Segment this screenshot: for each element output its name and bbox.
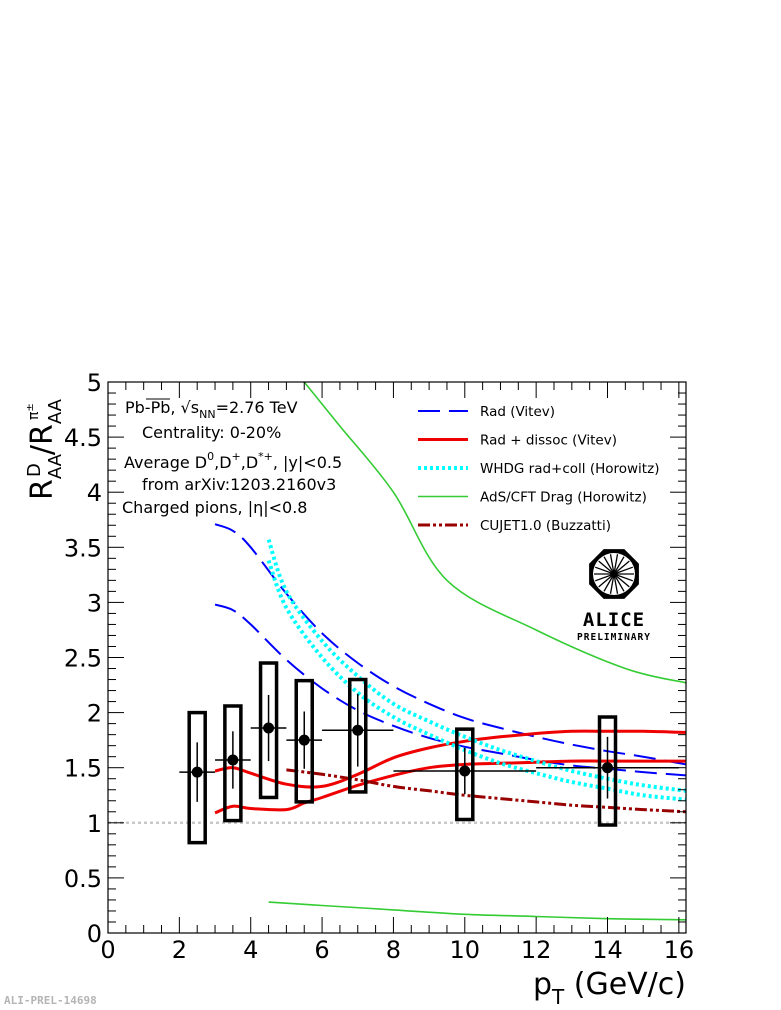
x-tick-label: 16 — [664, 936, 695, 964]
series-0-curve-0 — [214, 523, 686, 766]
axis-ticks: 0 2 4 6 8 10 12 14 16 0 0.5 1 1.5 2 2.5 3 3.5 4 4.5 5 — [64, 369, 694, 964]
legend-label-0: Rad (Vitev) — [480, 404, 555, 420]
info-average: Average D0,D+,D*+, |y|<0.5 — [124, 450, 342, 472]
y-tick-label: 3 — [87, 589, 102, 617]
x-tick-label: 14 — [592, 936, 623, 964]
data-point-4 — [322, 677, 394, 794]
legend-entry-4: CUJET1.0 (Buzzatti) — [418, 518, 611, 534]
series-1-curve-1 — [214, 759, 686, 815]
y-tick-label: 2 — [87, 700, 102, 728]
alice-detector-icon — [589, 549, 639, 599]
x-tick-label: 2 — [172, 936, 187, 964]
x-tick-label: 4 — [243, 936, 258, 964]
data-point-4-sys-box — [348, 677, 368, 794]
logo-spoke — [603, 573, 615, 592]
x-tick-label: 10 — [450, 936, 481, 964]
data-points — [179, 661, 679, 845]
logo-spoke — [613, 573, 625, 592]
logo-spoke — [598, 573, 615, 588]
y-tick-label: 4 — [87, 479, 102, 507]
y-tick-label: 0.5 — [64, 865, 102, 893]
y-tick-label: 2.5 — [64, 645, 102, 673]
series-3-curve-0 — [303, 382, 686, 684]
data-point-1-sys-box — [223, 704, 243, 823]
alice-logo: ALICE PRELIMINARY — [577, 549, 651, 643]
watermark-label: ALI-PREL-14698 — [4, 994, 97, 1007]
legend-entry-2: WHDG rad+coll (Horowitz) — [418, 461, 659, 477]
data-point-3-marker — [298, 734, 310, 746]
data-point-2 — [250, 661, 287, 800]
info-arxiv: from arXiv:1203.2160v3 — [142, 475, 336, 494]
logo-spoke — [613, 573, 619, 594]
x-tick-label: 12 — [521, 936, 552, 964]
y-tick-label: 1 — [87, 810, 102, 838]
legend-entry-1: Rad + dissoc (Vitev) — [418, 433, 617, 449]
alice-logo-subtitle: PRELIMINARY — [577, 632, 651, 643]
data-point-0-marker — [191, 766, 203, 778]
info-block: Pb-Pb, √sNN=2.76 TeV Centrality: 0-20% A… — [122, 398, 342, 517]
logo-spoke — [613, 573, 630, 588]
info-centrality: Centrality: 0-20% — [142, 423, 281, 442]
alice-logo-word: ALICE — [583, 609, 645, 631]
legend-label-2: WHDG rad+coll (Horowitz) — [480, 461, 659, 477]
data-point-4-marker — [352, 724, 364, 736]
data-point-5-sys-box — [455, 727, 475, 822]
logo-spoke — [603, 556, 615, 575]
data-point-5 — [393, 727, 537, 822]
x-tick-label: 6 — [314, 936, 329, 964]
data-point-1 — [215, 704, 251, 823]
legend-entry-0: Rad (Vitev) — [418, 404, 555, 420]
x-tick-label: 0 — [100, 936, 115, 964]
info-collision: Pb-Pb, √sNN=2.76 TeV — [125, 398, 298, 421]
data-point-0 — [179, 710, 216, 845]
logo-spoke — [613, 556, 625, 575]
data-point-5-marker — [459, 765, 471, 777]
logo-spoke — [613, 573, 634, 582]
svg-text:RAAD/RAAπ±: RAAD/RAAπ± — [24, 398, 66, 500]
data-point-2-marker — [263, 722, 275, 734]
data-point-3 — [286, 678, 323, 804]
data-point-6-sys-box — [597, 715, 618, 827]
y-tick-label: 3.5 — [64, 534, 102, 562]
legend-label-3: AdS/CFT Drag (Horowitz) — [480, 490, 647, 506]
logo-spoke — [609, 554, 615, 575]
data-point-3-sys-box — [294, 678, 314, 804]
y-tick-label: 4.5 — [64, 424, 102, 452]
x-tick-label: 8 — [386, 936, 401, 964]
logo-spoke — [613, 554, 619, 575]
logo-spoke — [609, 573, 615, 594]
data-point-0-sys-box — [187, 710, 207, 845]
y-axis-title: RAAD/RAAπ± — [24, 398, 66, 500]
legend-entry-3: AdS/CFT Drag (Horowitz) — [418, 490, 647, 506]
series-3-curve-1 — [268, 901, 686, 921]
y-tick-label: 5 — [87, 369, 102, 397]
y-tick-label: 0 — [87, 920, 102, 948]
logo-spoke — [598, 560, 615, 575]
info-pions: Charged pions, |η|<0.8 — [122, 498, 307, 517]
data-point-1-marker — [227, 754, 239, 766]
legend-label-1: Rad + dissoc (Vitev) — [480, 433, 617, 449]
series-4-curve-0 — [286, 768, 686, 814]
y-tick-label: 1.5 — [64, 755, 102, 783]
legend-label-4: CUJET1.0 (Buzzatti) — [480, 518, 611, 534]
x-axis-title: pT (GeV/c) — [533, 967, 686, 1009]
logo-spoke — [594, 566, 615, 575]
legend: Rad (Vitev) Rad + dissoc (Vitev) WHDG rad+… — [418, 404, 659, 534]
data-point-6 — [536, 715, 679, 827]
series-0-curve-1 — [214, 603, 686, 777]
logo-spoke — [613, 566, 634, 575]
data-point-6-marker — [602, 762, 614, 774]
logo-spoke — [613, 560, 630, 575]
logo-spoke — [594, 573, 615, 582]
data-point-2-sys-box — [258, 661, 279, 800]
